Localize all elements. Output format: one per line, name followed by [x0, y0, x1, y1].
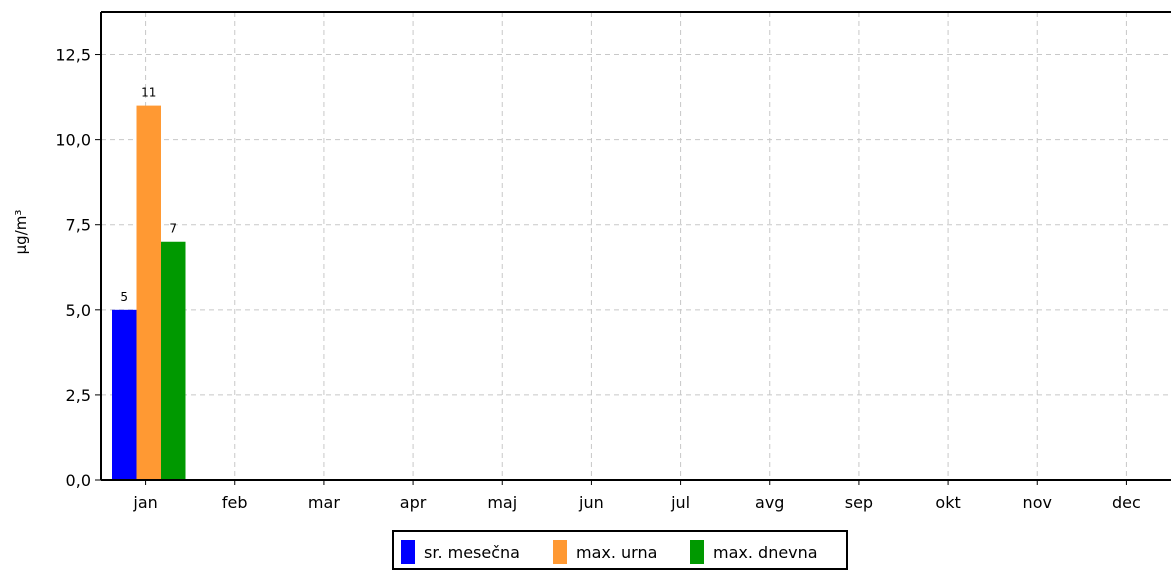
legend-swatch [690, 540, 704, 564]
x-tick-label: maj [487, 493, 517, 512]
x-tick-label: jan [132, 493, 157, 512]
data-labels: 5 11 7 [120, 86, 177, 304]
x-tick-label: avg [755, 493, 784, 512]
x-tick-label: jun [578, 493, 604, 512]
y-axis: 0,0 2,5 5,0 7,5 10,0 12,5 [55, 11, 1171, 490]
bar [112, 309, 137, 480]
x-tick-label: sep [845, 493, 873, 512]
bars [112, 105, 186, 480]
grid-lines [101, 12, 1171, 480]
y-tick-label: 10,0 [55, 131, 91, 150]
x-tick-label: feb [222, 493, 248, 512]
y-tick-label: 2,5 [66, 386, 91, 405]
y-tick-label: 0,0 [66, 471, 91, 490]
bar-data-label: 11 [141, 86, 156, 100]
x-tick-label: okt [935, 493, 960, 512]
legend-swatch [553, 540, 567, 564]
x-tick-label: apr [400, 493, 427, 512]
y-tick-label: 12,5 [55, 46, 91, 65]
x-tick-label: mar [308, 493, 340, 512]
legend-box [392, 530, 848, 570]
bar [161, 241, 186, 480]
y-tick-label: 5,0 [66, 301, 91, 320]
bar-data-label: 5 [120, 290, 128, 304]
bar [136, 105, 161, 480]
legend-label: max. urna [576, 543, 657, 562]
legend-label: sr. mesečna [424, 543, 520, 562]
x-tick-label: nov [1023, 493, 1052, 512]
legend-label: max. dnevna [713, 543, 818, 562]
y-axis-label: µg/m³ [12, 210, 30, 255]
y-tick-label: 7,5 [66, 216, 91, 235]
bar-data-label: 7 [169, 222, 177, 236]
legend: sr. mesečna max. urna max. dnevna [392, 530, 848, 570]
x-tick-label: jul [670, 493, 690, 512]
x-axis: jan feb mar apr maj jun jul avg sep okt nov dec [101, 479, 1171, 512]
legend-swatch [401, 540, 415, 564]
x-tick-label: dec [1112, 493, 1141, 512]
